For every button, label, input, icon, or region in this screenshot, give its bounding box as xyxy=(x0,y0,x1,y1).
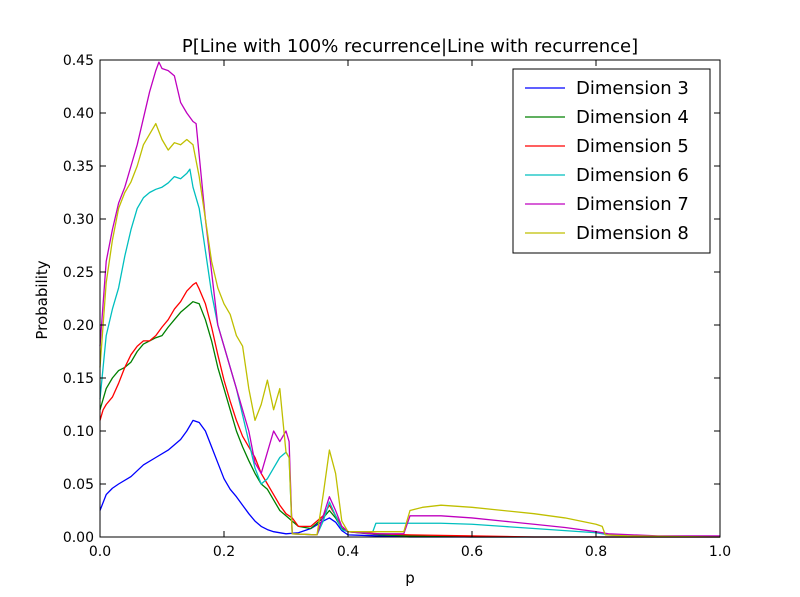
y-axis-label: Probability xyxy=(33,260,51,339)
y-tick-label: 0.35 xyxy=(63,159,94,175)
legend-box xyxy=(512,68,711,254)
x-tick-label: 0.6 xyxy=(461,544,483,560)
legend-entry-label: Dimension 4 xyxy=(576,107,689,128)
y-tick-label: 0.10 xyxy=(63,424,94,440)
series-line-dimension-8 xyxy=(99,122,721,538)
y-tick-label: 0.20 xyxy=(63,318,94,334)
y-tick-label: 0.00 xyxy=(63,530,94,546)
y-tick-label: 0.05 xyxy=(63,477,94,493)
x-tick-label: 1.0 xyxy=(709,544,731,560)
ticks-layer: 0.0 0.2 0.4 0.6 0.8 1.0 0.00 0.05 0.10 0.15 0.20 0.… xyxy=(63,53,731,560)
legend-entry-label: Dimension 3 xyxy=(576,78,689,99)
x-tick-label: 0.8 xyxy=(585,544,607,560)
legend-entry-label: Dimension 7 xyxy=(576,194,689,215)
series-layer xyxy=(99,61,721,538)
series-line-dimension-7 xyxy=(99,61,720,537)
plot-frame xyxy=(99,59,721,538)
x-axis-label: p xyxy=(405,569,415,587)
legend-entry-label: Dimension 8 xyxy=(576,223,689,244)
y-tick-label: 0.25 xyxy=(63,265,94,281)
series-line-dimension-3 xyxy=(99,419,720,538)
chart-title: P[Line with 100% recurrence|Line with re… xyxy=(182,36,638,57)
y-tick-label: 0.40 xyxy=(63,106,94,122)
y-tick-label: 0.30 xyxy=(63,212,94,228)
legend-entry-label: Dimension 6 xyxy=(576,165,689,186)
y-tick-label: 0.45 xyxy=(63,53,94,69)
y-tick-label: 0.15 xyxy=(63,371,94,387)
legend: Dimension 3 Dimension 4 Dimension 5 Dimensi… xyxy=(512,68,711,254)
series-line-dimension-6 xyxy=(99,168,721,538)
x-tick-label: 0.2 xyxy=(213,544,235,560)
x-tick-label: 0.0 xyxy=(89,544,111,560)
x-tick-label: 0.4 xyxy=(337,544,359,560)
legend-entry-label: Dimension 5 xyxy=(576,136,689,157)
